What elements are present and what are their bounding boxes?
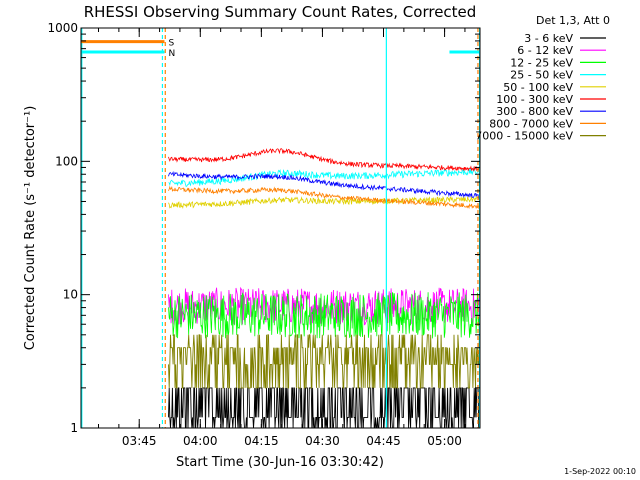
x-tick-label: 05:00 bbox=[427, 434, 462, 448]
plot-frame bbox=[80, 27, 481, 429]
legend-title: Det 1,3, Att 0 bbox=[536, 14, 610, 27]
flag-label-n: N bbox=[168, 49, 175, 59]
legend-label-5: 100 - 300 keV bbox=[496, 93, 573, 106]
series-line-0 bbox=[168, 387, 481, 429]
y-axis-label: Corrected Count Rate (s⁻¹ detector⁻¹) bbox=[23, 106, 38, 351]
series-line-2 bbox=[168, 292, 481, 339]
legend-label-8: 7000 - 15000 keV bbox=[475, 130, 573, 143]
x-axis-label: Start Time (30-Jun-16 03:30:42) bbox=[176, 455, 384, 470]
legend-label-0: 3 - 6 keV bbox=[524, 32, 573, 45]
series-line-5 bbox=[168, 148, 481, 172]
series-line-8 bbox=[168, 334, 481, 389]
series-line-7 bbox=[168, 185, 481, 210]
series-line-6 bbox=[168, 170, 481, 200]
y-tick-label: 10 bbox=[63, 288, 78, 302]
x-tick-label: 04:00 bbox=[183, 434, 218, 448]
legend-label-6: 300 - 800 keV bbox=[496, 105, 573, 118]
series-line-4 bbox=[168, 195, 481, 209]
plot-area: SN 1 10 100 1000 03:45 04:00 04:15 04:30 04:45 05:… bbox=[47, 21, 481, 448]
series-line-3 bbox=[168, 167, 481, 187]
legend-label-1: 6 - 12 keV bbox=[517, 44, 573, 57]
legend-label-2: 12 - 25 keV bbox=[510, 56, 573, 69]
x-tick-label: 04:15 bbox=[244, 434, 279, 448]
x-tick-label: 04:45 bbox=[366, 434, 401, 448]
x-tick-label: 03:45 bbox=[122, 434, 157, 448]
legend-label-7: 800 - 7000 keV bbox=[489, 117, 573, 130]
chart-title: RHESSI Observing Summary Count Rates, Co… bbox=[84, 3, 477, 21]
legend-label-3: 25 - 50 keV bbox=[510, 69, 573, 82]
footer-timestamp: 1-Sep-2022 00:10 bbox=[564, 467, 636, 476]
y-tick-label: 1 bbox=[70, 421, 78, 435]
flag-label-s: S bbox=[168, 39, 174, 49]
y-tick-label: 100 bbox=[55, 154, 78, 168]
y-tick-label: 1000 bbox=[47, 21, 78, 35]
legend-label-4: 50 - 100 keV bbox=[503, 81, 573, 94]
x-tick-label: 04:30 bbox=[305, 434, 340, 448]
